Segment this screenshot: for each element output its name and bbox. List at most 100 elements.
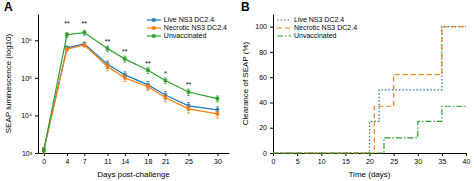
tick: 0 — [42, 153, 46, 165]
error-bar — [83, 30, 86, 35]
tick-mark — [270, 102, 273, 103]
tick-label: 10⁴ — [21, 112, 32, 119]
tick: 10⁵ — [21, 75, 38, 82]
tick: 25 — [185, 153, 193, 165]
axis-line — [273, 15, 274, 154]
figure: 04711141821253010³10⁴10⁵10⁶*************… — [0, 0, 474, 181]
tick-label: 40 — [259, 99, 267, 106]
error-bar — [164, 78, 167, 84]
tick: 20 — [366, 153, 374, 165]
error-bar — [216, 96, 219, 102]
x-axis-title: Days post-challenge — [97, 170, 170, 179]
legend-marker — [152, 34, 155, 37]
marker — [65, 33, 68, 36]
legend-item: Live NS3 DC2.4 — [147, 16, 214, 23]
tick-label: 18 — [145, 158, 153, 165]
tick-mark — [107, 153, 108, 156]
tick: 10 — [318, 153, 326, 165]
annotation: ** — [105, 38, 111, 45]
tick: 10⁶ — [21, 37, 38, 44]
tick: 10⁴ — [21, 112, 38, 119]
tick: 25 — [390, 153, 398, 165]
legend-marker — [152, 18, 155, 21]
tick: 18 — [145, 153, 153, 165]
tick-label: 5 — [296, 158, 300, 165]
tick-mark — [466, 153, 467, 156]
tick: 100 — [255, 23, 273, 30]
tick-label: 10 — [318, 158, 326, 165]
tick-label: 10⁶ — [21, 37, 32, 44]
tick-label: 11 — [104, 158, 111, 165]
marker — [83, 43, 86, 46]
legend-label: Live NS3 DC2.4 — [294, 16, 344, 23]
legend-item: Live NS3 DC2.4 — [277, 16, 344, 23]
y-axis: 10³10⁴10⁵10⁶ — [21, 15, 38, 157]
legend-item: Necrotic NS3 DC2.4 — [277, 24, 357, 31]
tick-label: 0 — [263, 150, 267, 157]
panel: 0510152025303540020406080100BTime (days)… — [241, 0, 470, 179]
tick-mark — [35, 115, 38, 116]
tick-label: 100 — [255, 23, 267, 30]
legend-marker — [152, 26, 155, 29]
tick-label: 30 — [214, 158, 222, 165]
tick: 20 — [259, 124, 273, 131]
marker — [123, 57, 126, 60]
tick-label: 14 — [121, 158, 129, 165]
tick: 60 — [259, 74, 273, 81]
legend-label: Unvaccinated — [294, 32, 337, 39]
y-axis: 0 20 40 60 80 100 — [255, 15, 273, 157]
error-bar — [42, 148, 45, 153]
tick-mark — [270, 27, 273, 28]
marker — [187, 90, 190, 93]
marker — [42, 148, 45, 151]
tick-label: 21 — [162, 158, 170, 165]
plot-area — [42, 30, 219, 153]
tick-mark — [418, 153, 419, 156]
tick: 7 — [83, 153, 87, 165]
tick-mark — [35, 40, 38, 41]
plot-area — [273, 27, 466, 153]
marker — [65, 47, 68, 50]
series-line — [44, 44, 218, 150]
marker — [83, 31, 86, 34]
series-line — [273, 27, 466, 153]
error-bar — [42, 148, 45, 153]
error-bar — [123, 56, 126, 62]
x-axis-title: Time (days) — [349, 170, 391, 179]
error-bar — [187, 89, 190, 95]
legend: Live NS3 DC2.4Necrotic NS3 DC2.4Unvaccin… — [147, 16, 227, 39]
tick: 14 — [121, 153, 129, 165]
tick: 5 — [296, 153, 300, 165]
tick-label: 20 — [259, 124, 267, 131]
tick: 0 — [272, 153, 276, 165]
marker — [164, 79, 167, 82]
tick-mark — [165, 153, 166, 156]
series-line — [273, 27, 466, 153]
legend-swatch — [277, 27, 291, 28]
tick-mark — [270, 77, 273, 78]
x-axis: 0510152025303540 — [272, 153, 471, 165]
error-bar — [106, 63, 109, 70]
panel-title: B — [241, 0, 250, 14]
marker — [106, 47, 109, 50]
tick-label: 80 — [259, 49, 267, 56]
marker — [42, 148, 45, 151]
annotation: ** — [122, 48, 128, 55]
annotation: ** — [64, 20, 70, 27]
error-bar — [106, 46, 109, 51]
tick-mark — [270, 52, 273, 53]
tick: 21 — [162, 153, 170, 165]
x-axis: 0 4 7 11 14 18 21 25 30 — [39, 153, 230, 165]
tick: 30 — [414, 153, 422, 165]
error-bar — [164, 94, 167, 102]
annotation: ** — [82, 20, 88, 27]
tick: 40 — [463, 153, 471, 165]
tick-label: 60 — [259, 74, 267, 81]
tick-mark — [44, 153, 45, 156]
tick: 0 — [263, 150, 273, 157]
error-bar — [65, 46, 68, 50]
series-line — [44, 33, 218, 150]
tick: 4 — [65, 153, 69, 165]
legend-item: Unvaccinated — [277, 32, 337, 39]
tick-mark — [217, 153, 218, 156]
